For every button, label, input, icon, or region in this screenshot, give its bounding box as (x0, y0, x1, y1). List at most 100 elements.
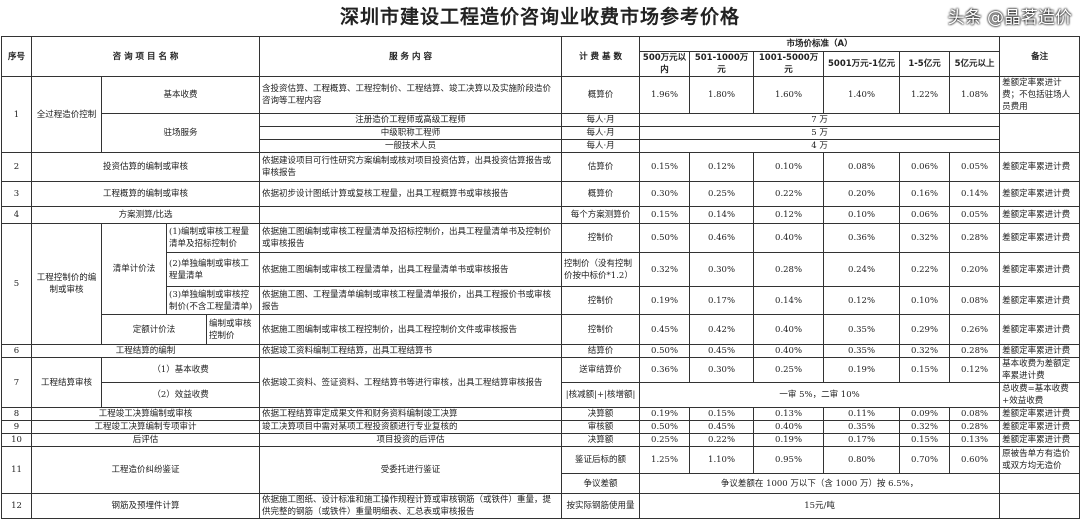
rate-value: 0.28% (753, 252, 825, 287)
range-header-row: 500万元以内 501-1000万元 1001-5000万元 5001万元-1亿元 1-… (2, 51, 1080, 77)
rate-value: 0.17% (823, 433, 901, 447)
remark: 总收费=基本收费+效益收费 (999, 382, 1080, 408)
base: |核减额|+|核增额| (561, 382, 641, 408)
rate-value: 1.60% (753, 76, 825, 114)
range-header: 5亿元以上 (949, 51, 1001, 77)
rate-value: 0.50% (639, 344, 691, 358)
staff-role: 一般技术人员 (259, 139, 563, 153)
base: 争议差额 (561, 473, 641, 494)
service (259, 206, 563, 224)
service: 依据施工图编制或审核工程量清单及招标控制价，出具工程量清单书及控制价或审核报告 (259, 223, 563, 253)
remark: 差额定率累进计费 (999, 223, 1080, 253)
rate-value: 0.12% (949, 357, 1001, 383)
service: 依据建设项目可行性研究方案编制或核对项目投资估算，出具投资估算报告或审核报告 (259, 152, 563, 182)
base: 控制价 (561, 286, 641, 315)
rate-value: 0.40% (753, 344, 825, 358)
price-table: 序号咨 询 项 目 名 称服 务 内 容计 费 基 数市场价标准（A） 备注 50… (1, 36, 1080, 519)
rate-value: 0.12% (753, 206, 825, 224)
rate-value: 0.10% (823, 206, 901, 224)
base: 决算额 (561, 433, 641, 447)
service: 依据施工图、工程量清单编制或审核工程量清单报价，出具工程报价书或审核报告 (259, 286, 563, 315)
rate-value: 0.16% (899, 181, 951, 207)
watermark: 头条 @晶茗造价 (947, 8, 1072, 28)
remark: 差额定率累进计费 (999, 420, 1080, 434)
item-name: 工程控制价的编制或审核 (31, 223, 102, 345)
rate-value: 0.35% (823, 344, 901, 358)
rate-value: 0.32% (899, 223, 951, 253)
item-name: 全过程造价控制 (31, 76, 102, 153)
service: 含投资估算、工程概算、工程控制价、工程结算、竣工决算以及实施阶段造价咨询等工程内… (259, 76, 563, 114)
item-name: 工程结算的编制 (30, 344, 261, 358)
rate-value: 0.42% (689, 314, 755, 345)
rate-value: 0.80% (823, 446, 901, 474)
rate-value: 0.11% (823, 407, 901, 421)
service: 受委托进行鉴证 (259, 446, 563, 494)
rate-value: 0.30% (639, 181, 691, 207)
rate-value: 0.30% (689, 357, 755, 383)
header-no: 序号 (1, 36, 32, 77)
item-name: 工程造价纠纷鉴证 (30, 446, 261, 494)
base: 每个方案测算价 (561, 206, 641, 224)
rate-value: 0.25% (689, 181, 755, 207)
sub-item: 编制或审核控制价 (205, 314, 261, 345)
rate-value: 0.20% (823, 181, 901, 207)
rate-value: 1.22% (899, 76, 951, 114)
rate-value: 0.14% (949, 181, 1001, 207)
rate-value: 0.60% (949, 446, 1001, 474)
base: 结算价 (561, 344, 641, 358)
rate-value: 0.13% (753, 407, 825, 421)
row-no: 8 (1, 407, 32, 421)
rate-value: 0.32% (899, 420, 951, 434)
page-title: 深圳市建设工程造价咨询业收费市场参考价格 (339, 6, 740, 28)
rate-value: 1.25% (639, 446, 691, 474)
item-name: 工程竣工决算编制专项审计 (30, 420, 261, 434)
base: 控制价（没有控制价按中标价*1.2） (561, 252, 641, 287)
rate-value: 0.06% (899, 152, 951, 182)
service: 项目投资的后评估 (259, 433, 563, 447)
sub-item: (3)单独编制或审核控制价(不含工程量清单) (165, 286, 261, 315)
service: 依据初步设计图纸计算或复核工程量，出具工程概算书或审核报告 (259, 181, 563, 207)
base: 每人·月 (561, 113, 641, 127)
base: 概算价 (561, 76, 641, 114)
service: 竣工决算项目中需对某项工程投资额进行专业复核的 (259, 420, 563, 434)
rate-value: 1.80% (689, 76, 755, 114)
rate-value: 0.36% (823, 223, 901, 253)
rate-value: 0.14% (753, 286, 825, 315)
rate-value: 0.35% (823, 420, 901, 434)
price: 7 万 (639, 113, 1001, 127)
base: 控制价 (561, 314, 641, 345)
range-header: 501-1000万元 (689, 51, 755, 77)
sub-item: （1）基本收费 (100, 357, 261, 383)
header-base: 计 费 基 数 (561, 36, 641, 77)
rate-value: 0.17% (689, 286, 755, 315)
rate-value: 0.19% (823, 357, 901, 383)
header-name: 咨 询 项 目 名 称 (30, 36, 261, 77)
row-no: 11 (1, 446, 32, 494)
row-no: 6 (1, 344, 32, 358)
rate-value: 0.30% (689, 252, 755, 287)
range-header: 1-5亿元 (899, 51, 951, 77)
rate-value: 0.28% (949, 344, 1001, 358)
remark: 差额定率累进计费 (999, 433, 1080, 447)
base: 每人·月 (561, 126, 641, 140)
service: 依据施工图编制或审核工程控制价，出具工程控制价文件或审核报告 (259, 314, 563, 345)
rate-value: 0.13% (949, 433, 1001, 447)
rate-value: 0.15% (899, 433, 951, 447)
staff-role: 注册造价工程师或高级工程师 (259, 113, 563, 127)
rate-value: 0.46% (689, 223, 755, 253)
header-market: 市场价标准（A） (639, 36, 1001, 52)
rate-value: 0.45% (689, 344, 755, 358)
sub-item: (1)编制或审核工程量清单及招标控制价 (165, 223, 261, 253)
row-no: 5 (1, 223, 32, 345)
method: 定额计价法 (101, 314, 207, 345)
price: 5 万 (639, 126, 1001, 140)
rate-value: 0.40% (753, 314, 825, 345)
remark: 差额定率累进计费；不包括驻场人员费用 (999, 76, 1080, 114)
remark: 差额定率累进计费 (999, 407, 1080, 421)
remark: 差额定率累进计费 (999, 314, 1080, 345)
rate-value: 0.29% (899, 314, 951, 345)
header-service: 服 务 内 容 (259, 36, 563, 77)
rate-value: 0.08% (949, 407, 1001, 421)
service: 依据竣工资料、签证资料、工程结算书等进行审核，出具工程结算审核报告 (259, 357, 563, 408)
rate-value: 1.08% (949, 76, 1001, 114)
